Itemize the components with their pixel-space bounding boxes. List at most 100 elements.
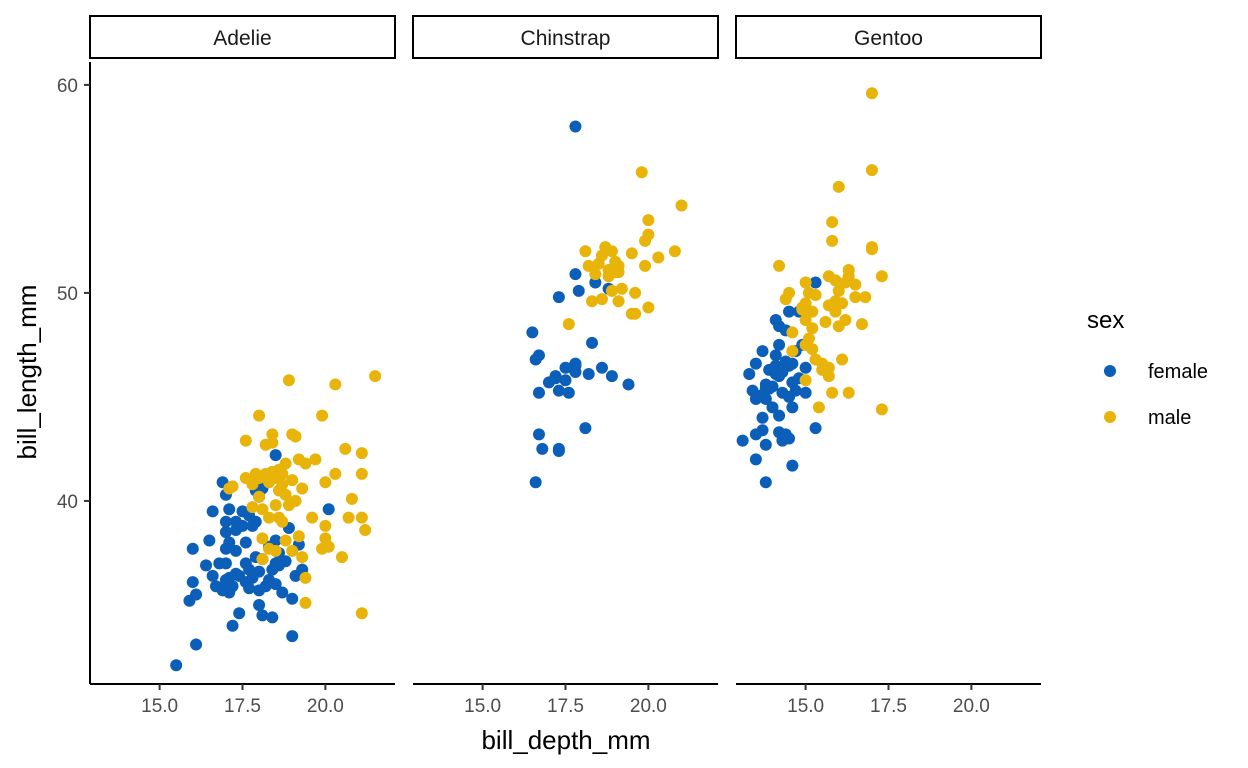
facet-strips: Adelie Chinstrap Gentoo xyxy=(89,15,1042,59)
data-point-male-adelie xyxy=(256,503,269,516)
data-point-male-chinstrap xyxy=(629,307,642,320)
facet-strip-chinstrap: Chinstrap xyxy=(412,15,719,59)
data-point-male-adelie xyxy=(289,430,302,443)
data-point-female-chinstrap xyxy=(582,368,595,381)
data-point-male-gentoo xyxy=(832,284,845,297)
data-point-female-gentoo xyxy=(743,368,756,381)
data-point-male-adelie xyxy=(329,467,342,480)
data-point-male-adelie xyxy=(299,457,312,470)
data-point-male-chinstrap xyxy=(642,228,655,241)
x-tick-label: 15.0 xyxy=(464,696,501,717)
data-point-male-gentoo xyxy=(799,297,812,310)
data-point-male-adelie xyxy=(253,409,266,422)
data-point-male-gentoo xyxy=(783,286,796,299)
data-point-female-adelie xyxy=(266,611,279,624)
data-point-male-chinstrap xyxy=(635,166,648,179)
data-point-male-chinstrap xyxy=(615,282,628,295)
data-point-female-gentoo xyxy=(809,422,822,435)
data-point-female-adelie xyxy=(223,503,236,516)
data-point-female-gentoo xyxy=(766,380,779,393)
data-point-female-chinstrap xyxy=(526,326,539,339)
data-point-male-adelie xyxy=(256,532,269,545)
data-point-female-adelie xyxy=(206,505,219,518)
data-point-male-chinstrap xyxy=(642,301,655,314)
data-point-female-chinstrap xyxy=(569,120,582,133)
data-point-female-gentoo xyxy=(759,393,772,406)
data-point-female-gentoo xyxy=(749,453,762,466)
data-point-female-chinstrap xyxy=(572,284,585,297)
data-point-male-gentoo xyxy=(806,322,819,335)
data-point-male-adelie xyxy=(253,490,266,503)
data-point-male-gentoo xyxy=(855,318,868,331)
data-point-female-gentoo xyxy=(773,338,786,351)
data-point-male-adelie xyxy=(266,428,279,441)
data-point-male-gentoo xyxy=(829,305,842,318)
data-point-female-adelie xyxy=(226,580,239,593)
data-point-male-gentoo xyxy=(819,316,832,329)
data-point-female-adelie xyxy=(253,598,266,611)
data-point-female-chinstrap xyxy=(532,349,545,362)
data-point-female-chinstrap xyxy=(595,361,608,374)
data-point-male-adelie xyxy=(226,480,239,493)
data-point-male-gentoo xyxy=(829,274,842,287)
data-point-female-adelie xyxy=(219,557,232,570)
data-point-male-chinstrap xyxy=(612,259,625,272)
data-point-male-adelie xyxy=(296,482,309,495)
data-point-female-adelie xyxy=(269,578,282,591)
data-point-male-gentoo xyxy=(822,370,835,383)
data-point-male-chinstrap xyxy=(586,295,599,308)
data-point-male-gentoo xyxy=(822,361,835,374)
data-point-male-chinstrap xyxy=(629,286,642,299)
data-point-male-chinstrap xyxy=(639,259,652,272)
data-point-female-gentoo xyxy=(756,424,769,437)
data-point-female-adelie xyxy=(200,559,213,572)
data-point-male-gentoo xyxy=(842,264,855,277)
legend: sex female male xyxy=(1087,307,1208,429)
data-point-female-adelie xyxy=(219,515,232,528)
data-point-male-chinstrap xyxy=(642,214,655,227)
data-point-male-gentoo xyxy=(773,259,786,272)
data-point-male-adelie xyxy=(289,494,302,507)
data-point-female-chinstrap xyxy=(532,428,545,441)
data-point-female-adelie xyxy=(269,449,282,462)
data-point-male-gentoo xyxy=(836,353,849,366)
data-point-female-chinstrap xyxy=(559,374,572,387)
data-point-female-adelie xyxy=(249,515,262,528)
data-point-female-chinstrap xyxy=(605,370,618,383)
data-point-female-adelie xyxy=(269,534,282,547)
data-point-male-adelie xyxy=(269,499,282,512)
data-point-female-gentoo xyxy=(759,438,772,451)
data-point-male-gentoo xyxy=(826,234,839,247)
data-point-male-adelie xyxy=(319,476,332,489)
data-point-female-gentoo xyxy=(769,349,782,362)
data-point-male-chinstrap xyxy=(605,284,618,297)
data-point-female-adelie xyxy=(286,630,299,643)
data-point-female-gentoo xyxy=(789,384,802,397)
data-point-male-adelie xyxy=(276,478,289,491)
data-point-male-adelie xyxy=(276,467,289,480)
data-point-male-adelie xyxy=(355,467,368,480)
data-point-male-gentoo xyxy=(786,345,799,358)
data-point-female-adelie xyxy=(233,607,246,620)
legend-key-male xyxy=(1104,411,1116,423)
data-point-female-adelie xyxy=(186,542,199,555)
data-point-male-gentoo xyxy=(806,305,819,318)
data-point-female-adelie xyxy=(239,536,252,549)
data-point-male-chinstrap xyxy=(625,247,638,260)
data-point-male-adelie xyxy=(345,492,358,505)
data-point-female-gentoo xyxy=(736,434,749,447)
data-point-female-chinstrap xyxy=(569,365,582,378)
data-point-male-adelie xyxy=(316,409,329,422)
x-tick-label: 15.0 xyxy=(141,696,178,717)
data-point-male-gentoo xyxy=(826,386,839,399)
data-point-female-gentoo xyxy=(783,305,796,318)
y-axis-title: bill_length_mm xyxy=(12,285,42,460)
data-point-male-adelie xyxy=(282,374,295,387)
data-point-female-adelie xyxy=(190,588,203,601)
data-point-female-chinstrap xyxy=(552,291,565,304)
data-point-male-adelie xyxy=(239,434,252,447)
data-point-male-adelie xyxy=(342,511,355,524)
data-point-male-chinstrap xyxy=(612,295,625,308)
data-point-male-adelie xyxy=(319,519,332,532)
